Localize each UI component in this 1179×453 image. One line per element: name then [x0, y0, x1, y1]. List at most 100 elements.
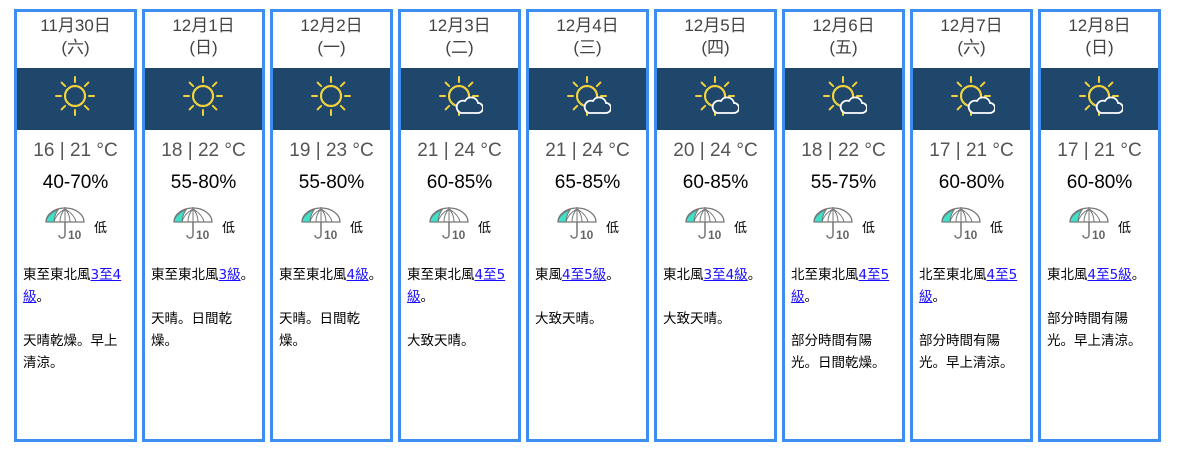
rain-probability: 10 低	[657, 206, 774, 246]
wind-force-link[interactable]: 4至5級	[1087, 267, 1132, 283]
sunny-intervals-icon	[437, 76, 484, 122]
umbrella-icon: 10	[44, 206, 90, 246]
temp-low: 17	[1057, 140, 1079, 161]
rain-probability: 10 低	[1041, 206, 1158, 246]
umbrella-icon: 10	[556, 206, 602, 246]
temp-unit: °C	[736, 140, 758, 161]
temp-high: 24	[709, 140, 732, 161]
forecast-date: 12月7日 (六)	[913, 12, 1030, 68]
temp-high: 22	[837, 140, 860, 161]
svg-text:10: 10	[708, 228, 722, 242]
forecast-day-card: 12月4日 (三) 21 | 24 °C 65-85% 10 低 東風4至5級。 大…	[526, 9, 649, 442]
umbrella-icon: 10	[1068, 206, 1114, 246]
temp-low: 21	[417, 140, 439, 161]
svg-text:10: 10	[452, 228, 466, 242]
weather-icon-band	[401, 68, 518, 130]
wind-direction: 東風	[535, 267, 562, 283]
temp-high: 22	[197, 140, 220, 161]
temperature-range: 17 | 21 °C	[929, 140, 1014, 161]
weather-icon-band	[145, 68, 262, 130]
humidity-range: 60-80%	[938, 172, 1005, 193]
humidity-range: 40-70%	[42, 172, 109, 193]
weather-description: 天晴乾燥。早上清涼。	[23, 333, 118, 371]
svg-text:10: 10	[196, 228, 210, 242]
sunny-intervals-icon	[693, 76, 740, 122]
date-text: 11月30日	[40, 16, 111, 35]
forecast-day-card: 12月8日 (日) 17 | 21 °C 60-80% 10 低 東北風4至5級。 …	[1038, 9, 1161, 442]
wind-suffix: 。	[747, 267, 762, 283]
forecast-date: 11月30日 (六)	[17, 12, 134, 68]
date-text: 12月7日	[940, 16, 1003, 35]
psr-label: 低	[861, 220, 875, 236]
rain-probability: 10 低	[17, 206, 134, 246]
temp-unit: °C	[1120, 140, 1142, 161]
forecast-date: 12月3日 (二)	[401, 12, 518, 68]
wind-direction: 東至東北風	[279, 267, 347, 283]
wind-suffix: 。	[36, 289, 51, 305]
weekday-text: (日)	[189, 38, 218, 57]
psr-label: 低	[477, 220, 491, 236]
temperature-range: 21 | 24 °C	[417, 140, 502, 161]
psr-label: 低	[221, 220, 235, 236]
date-text: 12月8日	[1068, 16, 1131, 35]
wind-force-link[interactable]: 4至5級	[562, 267, 607, 283]
wind-text: 東北風3至4級。	[657, 264, 774, 286]
wind-text: 東至東北風3級。	[145, 264, 262, 286]
svg-text:10: 10	[324, 228, 338, 242]
forecast-date: 12月2日 (一)	[273, 12, 390, 68]
temp-low: 18	[801, 140, 823, 161]
weather-description: 部分時間有陽光。日間乾燥。	[791, 333, 886, 371]
wind-force-link[interactable]: 3至4級	[23, 267, 122, 305]
forecast-day-card: 12月7日 (六) 17 | 21 °C 60-80% 10 低 北至東北風4至5級…	[910, 9, 1033, 442]
umbrella-icon: 10	[940, 206, 986, 246]
rain-probability: 10 低	[401, 206, 518, 246]
wind-suffix: 。	[368, 267, 383, 283]
umbrella-icon: 10	[172, 206, 218, 246]
wind-text: 東風4至5級。	[529, 264, 646, 286]
forecast-day-card: 12月1日 (日) 18 | 22 °C 55-80% 10 低 東至東北風3級。 …	[142, 9, 265, 442]
rain-probability: 10 低	[913, 206, 1030, 246]
wind-direction: 東北風	[1047, 267, 1088, 283]
weather-icon-band	[273, 68, 390, 130]
sunny-intervals-icon	[1077, 76, 1124, 122]
wind-force-link[interactable]: 4級	[346, 267, 369, 283]
forecast-day-card: 12月2日 (一) 19 | 23 °C 55-80% 10 低 東至東北風4級。 …	[270, 9, 393, 442]
weather-icon-band	[1041, 68, 1158, 130]
umbrella-icon: 10	[300, 206, 346, 246]
temp-low: 19	[289, 140, 311, 161]
weekday-text: (六)	[61, 38, 90, 57]
umbrella-icon: 10	[428, 206, 474, 246]
temperature-range: 18 | 22 °C	[161, 140, 246, 161]
wind-direction: 北至東北風	[791, 267, 859, 283]
rain-probability: 10 低	[785, 206, 902, 246]
wind-text: 東至東北風3至4級。	[17, 264, 134, 308]
weekday-text: (五)	[829, 38, 858, 57]
weather-icon-band	[913, 68, 1030, 130]
wind-force-link[interactable]: 3至4級	[703, 267, 748, 283]
temp-low: 18	[161, 140, 183, 161]
wind-direction: 東至東北風	[151, 267, 219, 283]
psr-label: 低	[605, 220, 619, 236]
wind-suffix: 。	[420, 289, 435, 305]
wind-force-link[interactable]: 3級	[218, 267, 241, 283]
temperature-range: 18 | 22 °C	[801, 140, 886, 161]
temp-low: 21	[545, 140, 567, 161]
umbrella-icon: 10	[684, 206, 730, 246]
weekday-text: (二)	[445, 38, 474, 57]
wind-force-link[interactable]: 4至5級	[791, 267, 890, 305]
temp-unit: °C	[480, 140, 502, 161]
svg-text:10: 10	[836, 228, 850, 242]
temperature-range: 19 | 23 °C	[289, 140, 374, 161]
weather-description: 天晴。日間乾燥。	[151, 311, 232, 349]
temp-unit: °C	[608, 140, 630, 161]
wind-text: 東北風4至5級。	[1041, 264, 1158, 286]
wind-force-link[interactable]: 4至5級	[407, 267, 506, 305]
wind-force-link[interactable]: 4至5級	[919, 267, 1018, 305]
weekday-text: (六)	[957, 38, 986, 57]
wind-text: 東至東北風4至5級。	[401, 264, 518, 308]
rain-probability: 10 低	[273, 206, 390, 246]
sunny-intervals-icon	[821, 76, 868, 122]
date-text: 12月1日	[172, 16, 235, 35]
forecast-day-card: 11月30日 (六) 16 | 21 °C 40-70% 10 低 東至東北風3至4…	[14, 9, 137, 442]
humidity-range: 60-80%	[1066, 172, 1133, 193]
